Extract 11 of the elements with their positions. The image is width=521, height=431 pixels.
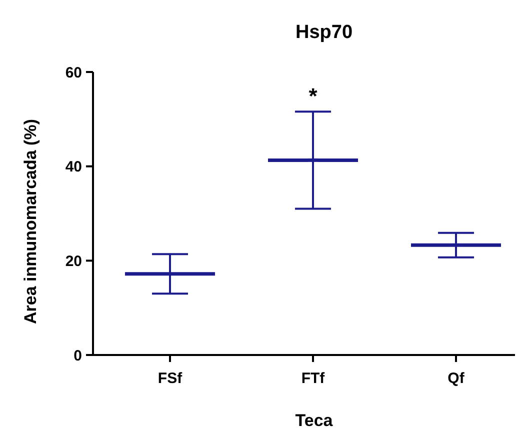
x-axis-title: Teca — [295, 411, 334, 430]
y-tick-label: 0 — [74, 347, 82, 364]
x-tick-label: FSf — [158, 370, 184, 387]
chart-title: Hsp70 — [295, 22, 353, 43]
y-axis-title: Area inmunomarcada (%) — [21, 119, 40, 324]
y-tick-label: 40 — [65, 158, 82, 176]
x-tick-label: FTf — [301, 370, 326, 387]
y-tick-label: 60 — [65, 64, 82, 82]
annotation: * — [308, 84, 318, 109]
y-tick-label: 20 — [65, 252, 82, 270]
x-tick-label: Qf — [448, 370, 466, 387]
